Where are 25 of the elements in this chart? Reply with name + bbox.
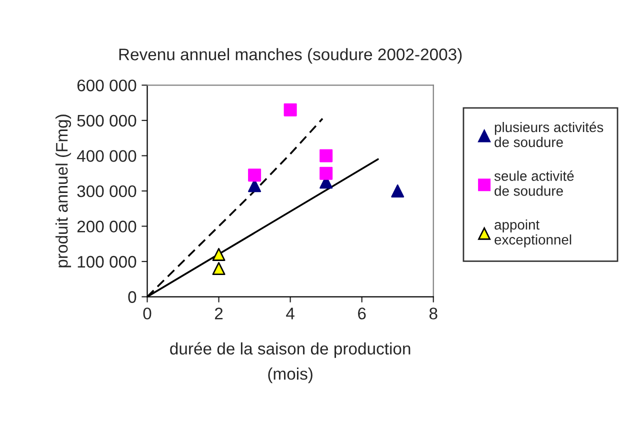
chart-title: Revenu annuel manches (soudure 2002-2003) (119, 48, 462, 64)
y-tick-label: 600 000 (77, 80, 136, 92)
y-tick-label: 200 000 (77, 220, 136, 232)
legend-label: appoint exceptionnel (494, 219, 572, 248)
y-tick-label: 400 000 (76, 150, 136, 162)
x-axis-title: durée de la saison de production (mois) (170, 342, 410, 384)
x-tick-label: 2 (214, 308, 223, 320)
point (212, 262, 226, 276)
point (248, 168, 262, 182)
y-tick-label: 0 (128, 291, 136, 303)
x-tick-label: 8 (429, 308, 438, 320)
legend-label: seule activité de soudure (494, 170, 574, 196)
point (284, 103, 297, 116)
point (391, 184, 404, 198)
y-tick-label: 300 000 (77, 185, 136, 198)
x-tick-label: 6 (358, 308, 366, 320)
y-tick-label: 100 000 (78, 256, 136, 268)
x-tick-label: 0 (143, 308, 152, 320)
legend-label: plusieurs activités de soudure (494, 122, 604, 148)
point (212, 248, 226, 261)
y-tick-label: 500 000 (77, 114, 136, 127)
point (320, 166, 333, 180)
x-tick-label: 4 (286, 308, 294, 320)
point (320, 149, 333, 162)
y-axis-title: produit annuel (Fmg) (56, 114, 72, 268)
